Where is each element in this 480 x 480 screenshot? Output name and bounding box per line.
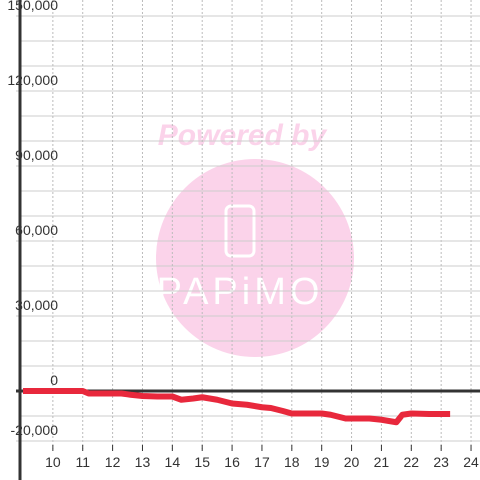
y-tick-label: 120,000 [7,72,58,88]
x-tick-label: 13 [135,454,151,470]
x-tick-label: 22 [404,454,420,470]
x-tick-label: 17 [254,454,270,470]
y-tick-label: -20,000 [11,422,59,438]
data-line [22,388,451,426]
watermark-circle [156,159,354,357]
x-tick-label: 19 [314,454,330,470]
x-tick-label: 16 [224,454,240,470]
x-tick-label: 10 [45,454,61,470]
x-tick-label: 14 [165,454,181,470]
watermark-text: Powered by [158,119,328,152]
y-tick-label: 30,000 [15,297,58,313]
watermark-phone [224,204,256,258]
plot: -20,000 0 30,000 60,000 90,000 120,000 150,000… [7,0,480,480]
watermark-logo: PAPiMO [157,271,324,313]
y-tick-label: 150,000 [7,0,58,13]
y-tick-label: 90,000 [15,147,58,163]
x-tick-label: 24 [463,454,479,470]
x-tick-label: 23 [433,454,449,470]
x-tick-label: 12 [105,454,121,470]
x-tick-label: 21 [374,454,390,470]
x-tick-label: 20 [344,454,360,470]
y-tick-label: 0 [50,372,58,388]
x-tick-label: 18 [284,454,300,470]
y-tick-label: 60,000 [15,222,58,238]
watermark: Powered by PAPiMO [156,119,354,357]
x-tick-label: 15 [194,454,210,470]
x-tick-label: 11 [75,454,90,470]
